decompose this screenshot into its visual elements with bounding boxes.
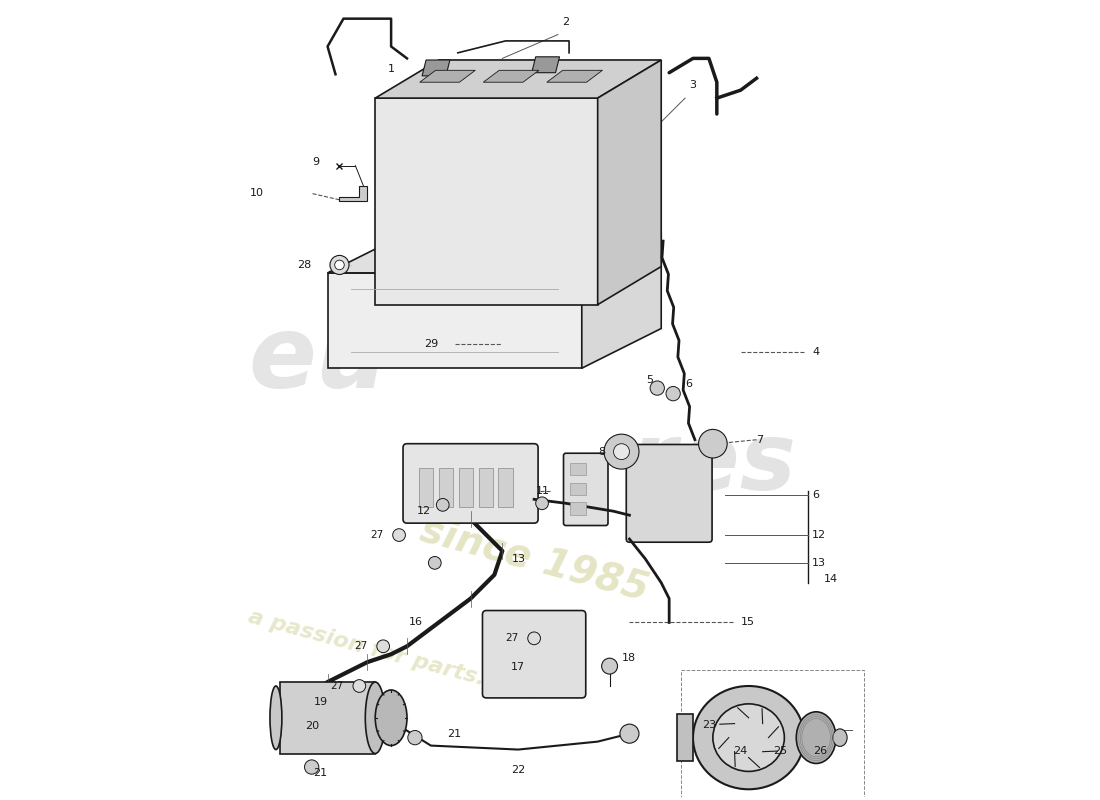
Circle shape (305, 760, 319, 774)
Polygon shape (279, 682, 375, 754)
Circle shape (666, 386, 680, 401)
Text: 15: 15 (740, 618, 755, 627)
Polygon shape (570, 502, 586, 515)
Circle shape (334, 260, 344, 270)
Polygon shape (459, 467, 473, 507)
Text: 21: 21 (314, 768, 328, 778)
Polygon shape (498, 467, 513, 507)
Text: 6: 6 (685, 379, 692, 389)
Text: 10: 10 (250, 189, 264, 198)
Text: 26: 26 (813, 746, 827, 755)
Text: 13: 13 (812, 558, 826, 568)
Polygon shape (547, 70, 603, 82)
Circle shape (353, 680, 365, 692)
Polygon shape (678, 714, 693, 762)
Text: 18: 18 (621, 653, 636, 663)
Text: 27: 27 (505, 634, 518, 643)
Ellipse shape (375, 690, 407, 746)
Ellipse shape (365, 682, 385, 754)
Text: 17: 17 (512, 662, 526, 672)
Text: 27: 27 (354, 642, 367, 651)
Polygon shape (375, 98, 597, 305)
Text: eu: eu (249, 312, 387, 409)
Text: 24: 24 (734, 746, 748, 755)
Text: 19: 19 (314, 697, 328, 707)
Text: 12: 12 (812, 530, 826, 540)
Polygon shape (570, 482, 586, 495)
Polygon shape (597, 60, 661, 305)
Text: 7: 7 (757, 434, 763, 445)
Polygon shape (483, 70, 539, 82)
Polygon shape (478, 467, 493, 507)
Text: 5: 5 (647, 375, 653, 385)
Text: a passion for parts.com: a passion for parts.com (245, 606, 537, 702)
Circle shape (620, 724, 639, 743)
Circle shape (698, 430, 727, 458)
Polygon shape (420, 70, 475, 82)
Circle shape (330, 255, 349, 274)
Text: 3: 3 (690, 80, 696, 90)
Polygon shape (570, 462, 586, 475)
Text: 22: 22 (512, 766, 526, 775)
Text: 28: 28 (297, 260, 311, 270)
Text: 9: 9 (312, 157, 320, 166)
Text: 25: 25 (773, 746, 788, 755)
Text: 27: 27 (370, 530, 383, 540)
FancyBboxPatch shape (626, 445, 712, 542)
Ellipse shape (796, 712, 836, 763)
Text: 13: 13 (513, 554, 526, 564)
Polygon shape (328, 233, 661, 273)
Text: 29: 29 (425, 339, 439, 350)
Text: 23: 23 (702, 720, 716, 730)
Circle shape (650, 381, 664, 395)
FancyBboxPatch shape (403, 444, 538, 523)
Circle shape (429, 557, 441, 570)
Circle shape (437, 498, 449, 511)
Polygon shape (422, 60, 450, 76)
Text: since 1985: since 1985 (416, 510, 652, 608)
Text: 2: 2 (562, 17, 570, 26)
Ellipse shape (270, 686, 282, 750)
Text: 14: 14 (824, 574, 838, 584)
Circle shape (614, 444, 629, 459)
Text: 20: 20 (306, 721, 320, 730)
Text: 1: 1 (387, 64, 395, 74)
Circle shape (408, 730, 422, 745)
Ellipse shape (693, 686, 804, 790)
Polygon shape (419, 467, 433, 507)
Text: res: res (629, 418, 796, 510)
Text: 11: 11 (536, 486, 550, 496)
Circle shape (602, 658, 617, 674)
Polygon shape (328, 273, 582, 368)
Text: 12: 12 (417, 506, 431, 516)
Polygon shape (375, 60, 661, 98)
Polygon shape (582, 233, 661, 368)
Text: 4: 4 (812, 347, 820, 358)
Circle shape (377, 640, 389, 653)
FancyBboxPatch shape (483, 610, 585, 698)
Text: 8: 8 (598, 446, 606, 457)
Ellipse shape (833, 729, 847, 746)
Text: 21: 21 (447, 729, 461, 738)
Polygon shape (340, 186, 367, 202)
Ellipse shape (713, 704, 784, 771)
Polygon shape (531, 57, 560, 73)
Text: 16: 16 (409, 618, 422, 627)
Polygon shape (439, 467, 453, 507)
Circle shape (536, 497, 549, 510)
Circle shape (393, 529, 406, 542)
Text: 6: 6 (812, 490, 820, 500)
FancyBboxPatch shape (563, 454, 608, 526)
Text: 27: 27 (330, 681, 343, 691)
Circle shape (528, 632, 540, 645)
Circle shape (604, 434, 639, 469)
